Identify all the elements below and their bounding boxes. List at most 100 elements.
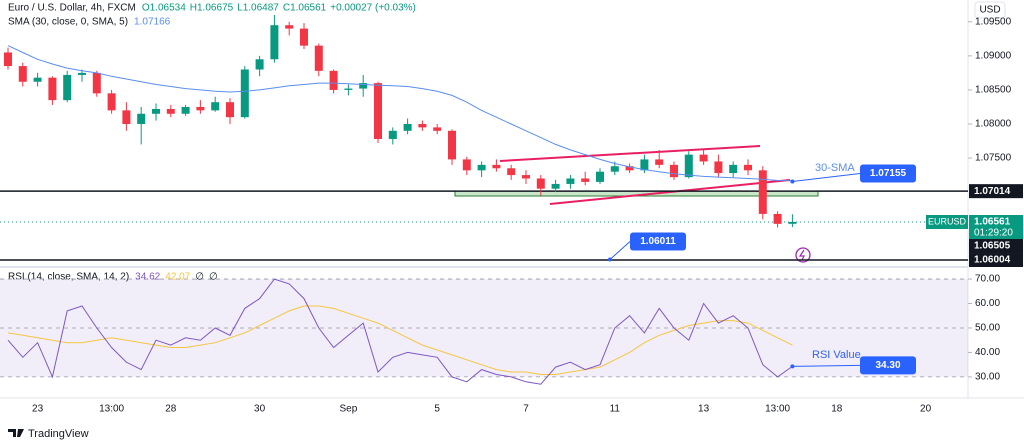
rsi-callout-leader <box>792 364 861 367</box>
symbol-tag: EURUSD <box>928 216 967 226</box>
candle-body <box>122 110 131 124</box>
level-label: 1.06561 <box>974 217 1011 228</box>
candle-body <box>714 161 723 174</box>
x-tick-label: Sep <box>340 404 358 415</box>
candle-body <box>240 69 249 118</box>
rsi-callout-label: 34.30 <box>875 360 900 371</box>
symbol-tag-box <box>926 215 968 230</box>
candle-body <box>596 171 604 182</box>
candle-body <box>78 72 86 75</box>
candle-body <box>270 25 279 60</box>
candle-body <box>388 130 397 139</box>
level-label-box <box>969 253 1023 268</box>
event-icon-bolt <box>798 249 805 261</box>
sma-legend: SMA (30, close, 0, SMA, 5) <box>8 17 128 28</box>
rsi-callout-box <box>860 356 916 375</box>
x-tick-label: 18 <box>831 404 843 415</box>
candle-body <box>536 178 545 189</box>
level-label: 1.07014 <box>974 186 1011 197</box>
x-tick-label: 13:00 <box>99 404 124 415</box>
candle-body <box>300 28 308 46</box>
candle-body <box>285 25 294 29</box>
candle-body <box>226 102 234 118</box>
rsi-legend-value: 34.62 <box>135 272 160 283</box>
candle-body <box>744 164 752 171</box>
channel-upper <box>499 145 761 162</box>
rsi-legend-value: ∅ <box>209 272 218 283</box>
candle-body <box>670 164 678 178</box>
candle-body <box>196 106 205 111</box>
candle-body <box>581 178 590 182</box>
level-label-box <box>969 239 1023 254</box>
y-tick-label: 1.09000 <box>975 51 1012 62</box>
y-tick-label: 1.07500 <box>975 153 1012 164</box>
level-label: 1.06004 <box>974 255 1011 266</box>
ohlc-legend-item: L1.06487 <box>237 3 279 14</box>
rsi-y-tick-label: 50.00 <box>975 323 1000 334</box>
candle-body <box>522 175 530 179</box>
x-tick-label: 7 <box>523 404 529 415</box>
candle-body <box>329 70 338 90</box>
rsi-line <box>7 278 793 385</box>
rsi-annotation: RSI Value <box>812 349 861 361</box>
countdown-label: 01:29:20 <box>974 228 1013 239</box>
candle-body <box>211 102 220 111</box>
candle-body <box>18 66 27 82</box>
candle-body <box>477 164 486 171</box>
candle-body <box>92 72 101 94</box>
rsi-y-tick-label: 40.00 <box>975 347 1000 358</box>
rsi-callout-anchor <box>790 364 795 369</box>
rsi-sma-line <box>7 305 793 375</box>
candle-body <box>255 59 264 70</box>
event-icon[interactable] <box>795 247 811 263</box>
candle-body <box>48 77 57 101</box>
callout-box <box>630 232 686 251</box>
callout-anchor <box>608 257 612 262</box>
ohlc-legend-item: C1.06561 <box>283 3 327 14</box>
candle-body <box>63 74 72 101</box>
sma-annotation: 30-SMA <box>815 162 855 174</box>
y-tick-label: 1.08500 <box>975 85 1012 96</box>
x-tick-label: 23 <box>32 404 44 415</box>
candle-body <box>758 170 767 214</box>
ohlc-legend-item: +0.00027 (+0.03%) <box>330 3 416 14</box>
callout-label: 1.07155 <box>870 168 907 179</box>
brand-name: TradingView <box>28 428 89 440</box>
callout-anchor <box>790 179 795 184</box>
candle-body <box>166 108 175 114</box>
rsi-legend-value: 42.07 <box>165 272 190 283</box>
candle-body <box>610 166 619 172</box>
y-tick-label: 1.08000 <box>975 119 1012 130</box>
level-label-box <box>969 215 1023 240</box>
currency-label[interactable]: USD <box>979 5 1000 16</box>
x-tick-label: 28 <box>165 404 177 415</box>
candle-body <box>729 164 738 174</box>
rsi-legend-value: ∅ <box>195 272 204 283</box>
candle-body <box>359 83 368 89</box>
candle-body <box>107 93 116 111</box>
candle-body <box>640 159 649 171</box>
candle-body <box>4 52 12 67</box>
candle-body <box>448 130 456 160</box>
candle-body <box>403 123 412 131</box>
candle-body <box>492 164 501 169</box>
candle-body <box>462 159 471 171</box>
x-tick-label: 5 <box>434 404 440 415</box>
chart-title: Euro / U.S. Dollar, 4h, FXCM <box>8 3 136 14</box>
candle-body <box>655 159 664 165</box>
candle-body <box>33 77 42 82</box>
candle-body <box>344 88 353 90</box>
level-label-box <box>969 184 1023 199</box>
ohlc-legend-item: H1.06675 <box>190 3 234 14</box>
ohlc-legend-item: O1.06534 <box>142 3 186 14</box>
callout-label: 1.06011 <box>640 236 676 247</box>
sma-line <box>7 45 793 182</box>
candle-body <box>181 106 190 114</box>
candle-body <box>551 183 560 189</box>
rsi-y-tick-label: 60.00 <box>975 298 1000 309</box>
candle-body <box>374 83 382 139</box>
currency-button[interactable] <box>974 1 1006 19</box>
level-label: 1.06505 <box>974 241 1011 252</box>
